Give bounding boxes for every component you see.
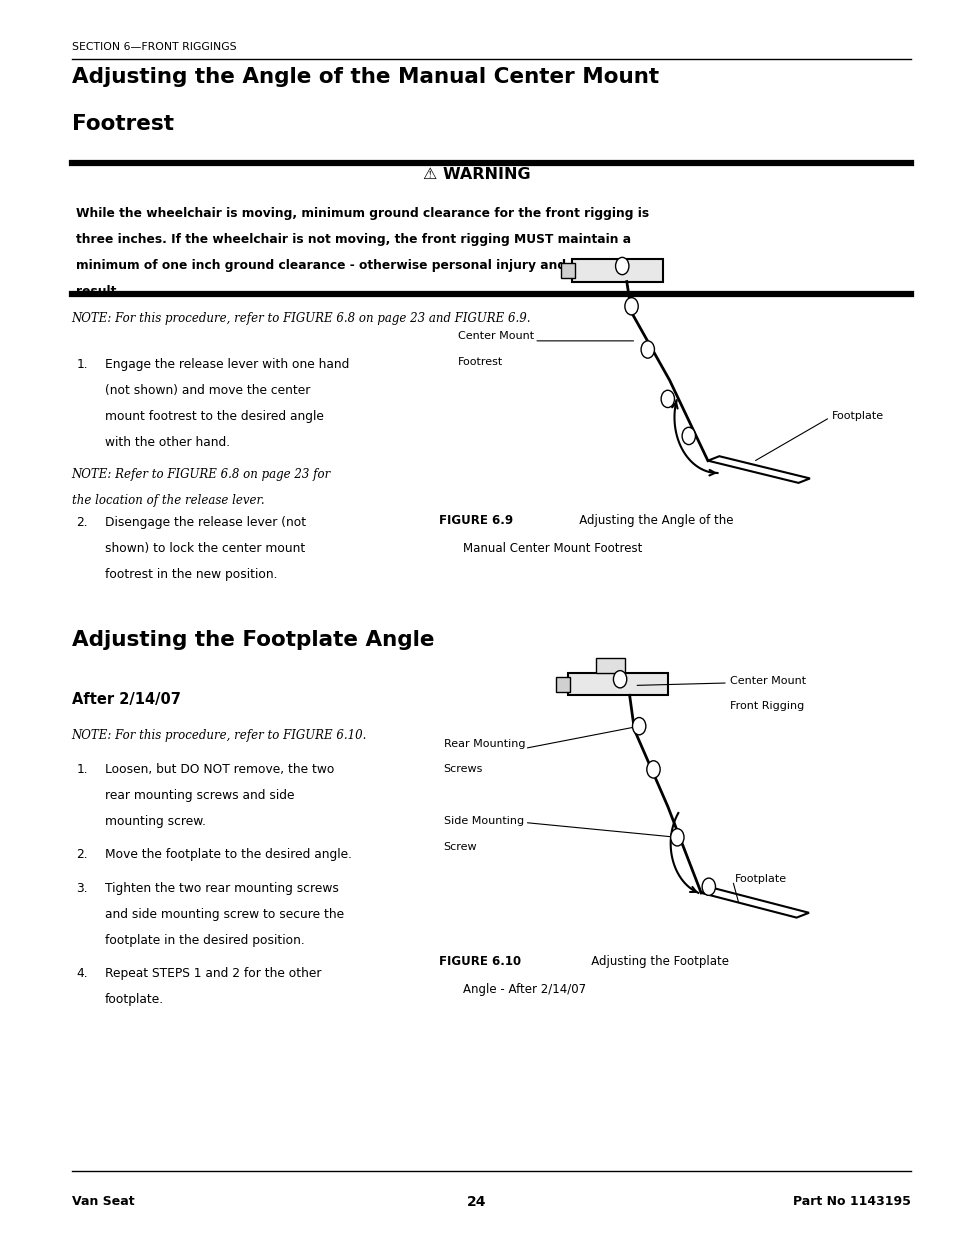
Circle shape [615,257,628,274]
Text: Rear Mounting: Rear Mounting [443,739,524,748]
Text: minimum of one inch ground clearance - otherwise personal injury and damage may: minimum of one inch ground clearance - o… [76,259,659,273]
Text: footrest in the new position.: footrest in the new position. [105,568,277,582]
Text: three inches. If the wheelchair is not moving, the front rigging MUST maintain a: three inches. If the wheelchair is not m… [76,233,631,247]
Circle shape [632,718,645,735]
Text: Move the footplate to the desired angle.: Move the footplate to the desired angle. [105,848,352,862]
Text: mount footrest to the desired angle: mount footrest to the desired angle [105,410,323,424]
Text: Screw: Screw [443,842,476,852]
Text: Footrest: Footrest [457,357,502,367]
Text: shown) to lock the center mount: shown) to lock the center mount [105,542,305,556]
Text: FIGURE 6.9: FIGURE 6.9 [438,514,513,527]
Text: mounting screw.: mounting screw. [105,815,206,829]
Text: 1.: 1. [76,763,88,777]
Text: and side mounting screw to secure the: and side mounting screw to secure the [105,908,344,921]
Text: Footplate: Footplate [734,874,786,884]
Text: Tighten the two rear mounting screws: Tighten the two rear mounting screws [105,882,338,895]
Text: (not shown) and move the center: (not shown) and move the center [105,384,310,398]
Text: 1.: 1. [76,358,88,372]
Circle shape [613,671,626,688]
Text: 2.: 2. [76,516,88,530]
Bar [572,259,662,282]
Text: Footplate: Footplate [831,411,883,421]
Bar [560,263,575,278]
Text: Loosen, but DO NOT remove, the two: Loosen, but DO NOT remove, the two [105,763,334,777]
Bar [596,658,624,673]
Text: Van Seat: Van Seat [71,1195,134,1209]
Circle shape [624,298,638,315]
Text: Engage the release lever with one hand: Engage the release lever with one hand [105,358,349,372]
Text: Repeat STEPS 1 and 2 for the other: Repeat STEPS 1 and 2 for the other [105,967,321,981]
Text: footplate in the desired position.: footplate in the desired position. [105,934,304,947]
Text: NOTE: For this procedure, refer to FIGURE 6.8 on page 23 and FIGURE 6.9.: NOTE: For this procedure, refer to FIGUR… [71,312,531,326]
Text: NOTE: For this procedure, refer to FIGURE 6.10.: NOTE: For this procedure, refer to FIGUR… [71,729,367,742]
Text: NOTE: Refer to FIGURE 6.8 on page 23 for: NOTE: Refer to FIGURE 6.8 on page 23 for [71,468,331,482]
Text: 2.: 2. [76,848,88,862]
Text: 4.: 4. [76,967,88,981]
Bar [556,677,570,692]
Text: Part No 1143195: Part No 1143195 [792,1195,910,1209]
Circle shape [646,761,659,778]
Text: Adjusting the Footplate: Adjusting the Footplate [579,955,728,968]
Text: Side Mounting: Side Mounting [443,816,523,826]
Text: FIGURE 6.10: FIGURE 6.10 [438,955,520,968]
Circle shape [660,390,674,408]
Text: SECTION 6—FRONT RIGGINGS: SECTION 6—FRONT RIGGINGS [71,42,236,52]
Circle shape [681,427,695,445]
Text: Disengage the release lever (not: Disengage the release lever (not [105,516,306,530]
Text: with the other hand.: with the other hand. [105,436,230,450]
Text: Footrest: Footrest [71,114,173,133]
Text: Screws: Screws [443,764,482,774]
Text: footplate.: footplate. [105,993,164,1007]
Text: After 2/14/07: After 2/14/07 [71,692,180,706]
Polygon shape [707,456,809,483]
Polygon shape [700,888,808,918]
Text: Adjusting the Angle of the Manual Center Mount: Adjusting the Angle of the Manual Center… [71,67,658,86]
Text: Front Rigging: Front Rigging [729,701,803,711]
Text: Adjusting the Footplate Angle: Adjusting the Footplate Angle [71,630,434,650]
Text: result.: result. [76,285,121,299]
Circle shape [670,829,683,846]
Circle shape [701,878,715,895]
Text: 24: 24 [467,1195,486,1209]
Circle shape [640,341,654,358]
Bar [567,673,667,695]
Text: Manual Center Mount Footrest: Manual Center Mount Footrest [462,542,641,556]
Text: the location of the release lever.: the location of the release lever. [71,494,264,508]
Text: rear mounting screws and side: rear mounting screws and side [105,789,294,803]
Text: While the wheelchair is moving, minimum ground clearance for the front rigging i: While the wheelchair is moving, minimum … [76,207,649,221]
Text: ⚠ WARNING: ⚠ WARNING [423,167,530,182]
Text: Center Mount: Center Mount [729,676,805,685]
Text: Center Mount: Center Mount [457,331,534,341]
Text: 3.: 3. [76,882,88,895]
Text: Angle - After 2/14/07: Angle - After 2/14/07 [462,983,585,997]
Text: Adjusting the Angle of the: Adjusting the Angle of the [567,514,732,527]
